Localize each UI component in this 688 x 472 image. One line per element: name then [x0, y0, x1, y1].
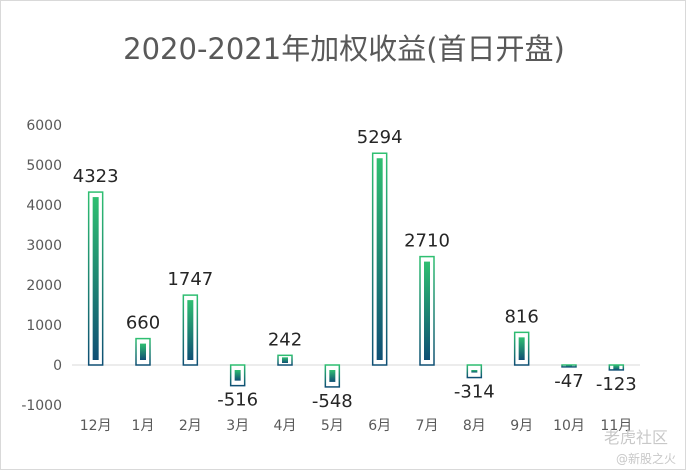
data-labels: 4323 660 1747 -516 242 -548 5294 2710 -314 816 -47…: [73, 127, 637, 412]
bar-value-label: 4323: [73, 166, 119, 187]
bar-value-label: 1747: [167, 269, 213, 290]
x-tick-label: 11月: [600, 418, 632, 434]
bar: [135, 337, 151, 366]
bar-value-label: 816: [504, 306, 538, 327]
bar: [466, 364, 483, 379]
y-tick-label: 1000: [26, 318, 62, 334]
bar-value-label: -123: [596, 374, 637, 395]
bar: [419, 255, 435, 366]
x-tick-label: 4月: [274, 418, 297, 434]
bar: [513, 331, 530, 366]
x-tick-label: 2月: [179, 418, 202, 434]
x-tick-label: 7月: [416, 418, 439, 434]
bar-value-label: 2710: [404, 231, 450, 252]
bar-fill: [92, 197, 99, 360]
bar-fill: [566, 365, 572, 367]
bar-fill: [518, 337, 525, 360]
bar-value-label: -314: [454, 382, 495, 403]
bar: [561, 364, 577, 368]
y-tick-label: 0: [53, 358, 62, 374]
bar-fill: [282, 357, 288, 363]
y-tick-label: -1000: [21, 398, 62, 414]
bar-value-label: 660: [126, 313, 160, 334]
bar-fill: [424, 261, 430, 360]
y-tick-label: 4000: [26, 198, 62, 214]
bar: [608, 364, 625, 371]
x-tick-label: 5月: [321, 418, 344, 434]
bar: [371, 152, 388, 366]
x-tick-label: 8月: [463, 418, 486, 434]
chart-title: 2020-2021年加权收益(首日开盘): [123, 32, 565, 66]
bar: [229, 364, 246, 387]
bar-fill: [329, 370, 336, 382]
x-axis-ticks: 12月 1月 2月 3月 4月 5月 6月 7月 8月 9月 10月 11月: [80, 418, 632, 434]
y-axis-ticks: -1000 0 1000 2000 3000 4000 5000 6000: [21, 118, 62, 414]
bar-value-label: 5294: [357, 127, 403, 148]
bar: [87, 191, 104, 366]
bars: [87, 152, 625, 388]
y-tick-label: 3000: [26, 238, 62, 254]
bar: [182, 294, 199, 366]
x-tick-label: 1月: [132, 418, 155, 434]
y-tick-label: 2000: [26, 278, 62, 294]
x-tick-label: 6月: [368, 418, 391, 434]
x-tick-label: 10月: [553, 418, 585, 434]
bar: [277, 354, 293, 366]
bar-fill: [187, 300, 194, 360]
bar-value-label: -548: [312, 391, 353, 412]
bar-value-label: -516: [217, 390, 258, 411]
x-tick-label: 3月: [226, 418, 249, 434]
bar-fill: [234, 370, 241, 381]
y-tick-label: 5000: [26, 158, 62, 174]
bar-value-label: -47: [554, 371, 583, 392]
y-tick-label: 6000: [26, 118, 62, 134]
bar: [324, 364, 341, 388]
watermark-handle: @新股之火: [616, 452, 677, 466]
x-tick-label: 9月: [510, 418, 533, 434]
bar-fill: [613, 365, 620, 370]
bar-fill: [140, 343, 146, 360]
bar-fill: [471, 370, 478, 373]
x-tick-label: 12月: [80, 418, 112, 434]
bar-fill: [376, 158, 383, 360]
watermark-brand: 老虎社区: [604, 428, 669, 447]
bar-value-label: 242: [268, 329, 302, 350]
